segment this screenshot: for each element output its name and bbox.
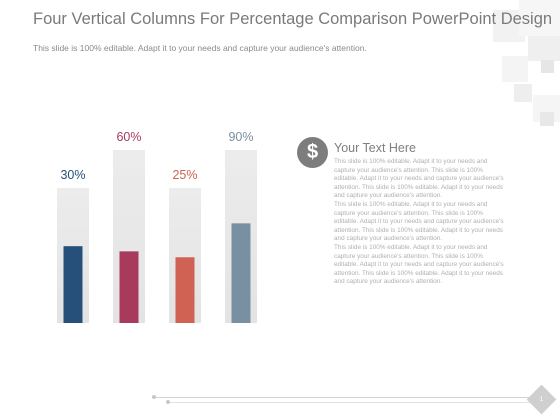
data-bar bbox=[119, 251, 139, 323]
text-box-heading: Your Text Here bbox=[334, 141, 416, 155]
data-label: 90% bbox=[228, 130, 253, 144]
text-box-body: This slide is 100% editable. Adapt it to… bbox=[334, 158, 504, 287]
footer-dot bbox=[166, 400, 170, 404]
footer-dot bbox=[152, 395, 156, 399]
footer-divider bbox=[152, 397, 534, 398]
page-number: 1 bbox=[539, 396, 544, 403]
dollar-icon: $ bbox=[297, 137, 328, 168]
text-box-paragraph: This slide is 100% editable. Adapt it to… bbox=[334, 158, 504, 200]
data-label: 25% bbox=[172, 168, 197, 182]
slide-title: Four Vertical Columns For Percentage Com… bbox=[33, 10, 553, 28]
data-bar bbox=[175, 257, 195, 323]
slide-subtitle: This slide is 100% editable. Adapt it to… bbox=[33, 43, 367, 53]
data-label: 30% bbox=[60, 168, 85, 182]
text-box-paragraph: This slide is 100% editable. Adapt it to… bbox=[334, 200, 504, 243]
footer-divider bbox=[168, 402, 534, 403]
data-label: 60% bbox=[116, 130, 141, 144]
data-bar bbox=[231, 223, 251, 323]
data-bar bbox=[63, 246, 83, 323]
text-box-paragraph: This slide is 100% editable. Adapt it to… bbox=[334, 243, 504, 286]
